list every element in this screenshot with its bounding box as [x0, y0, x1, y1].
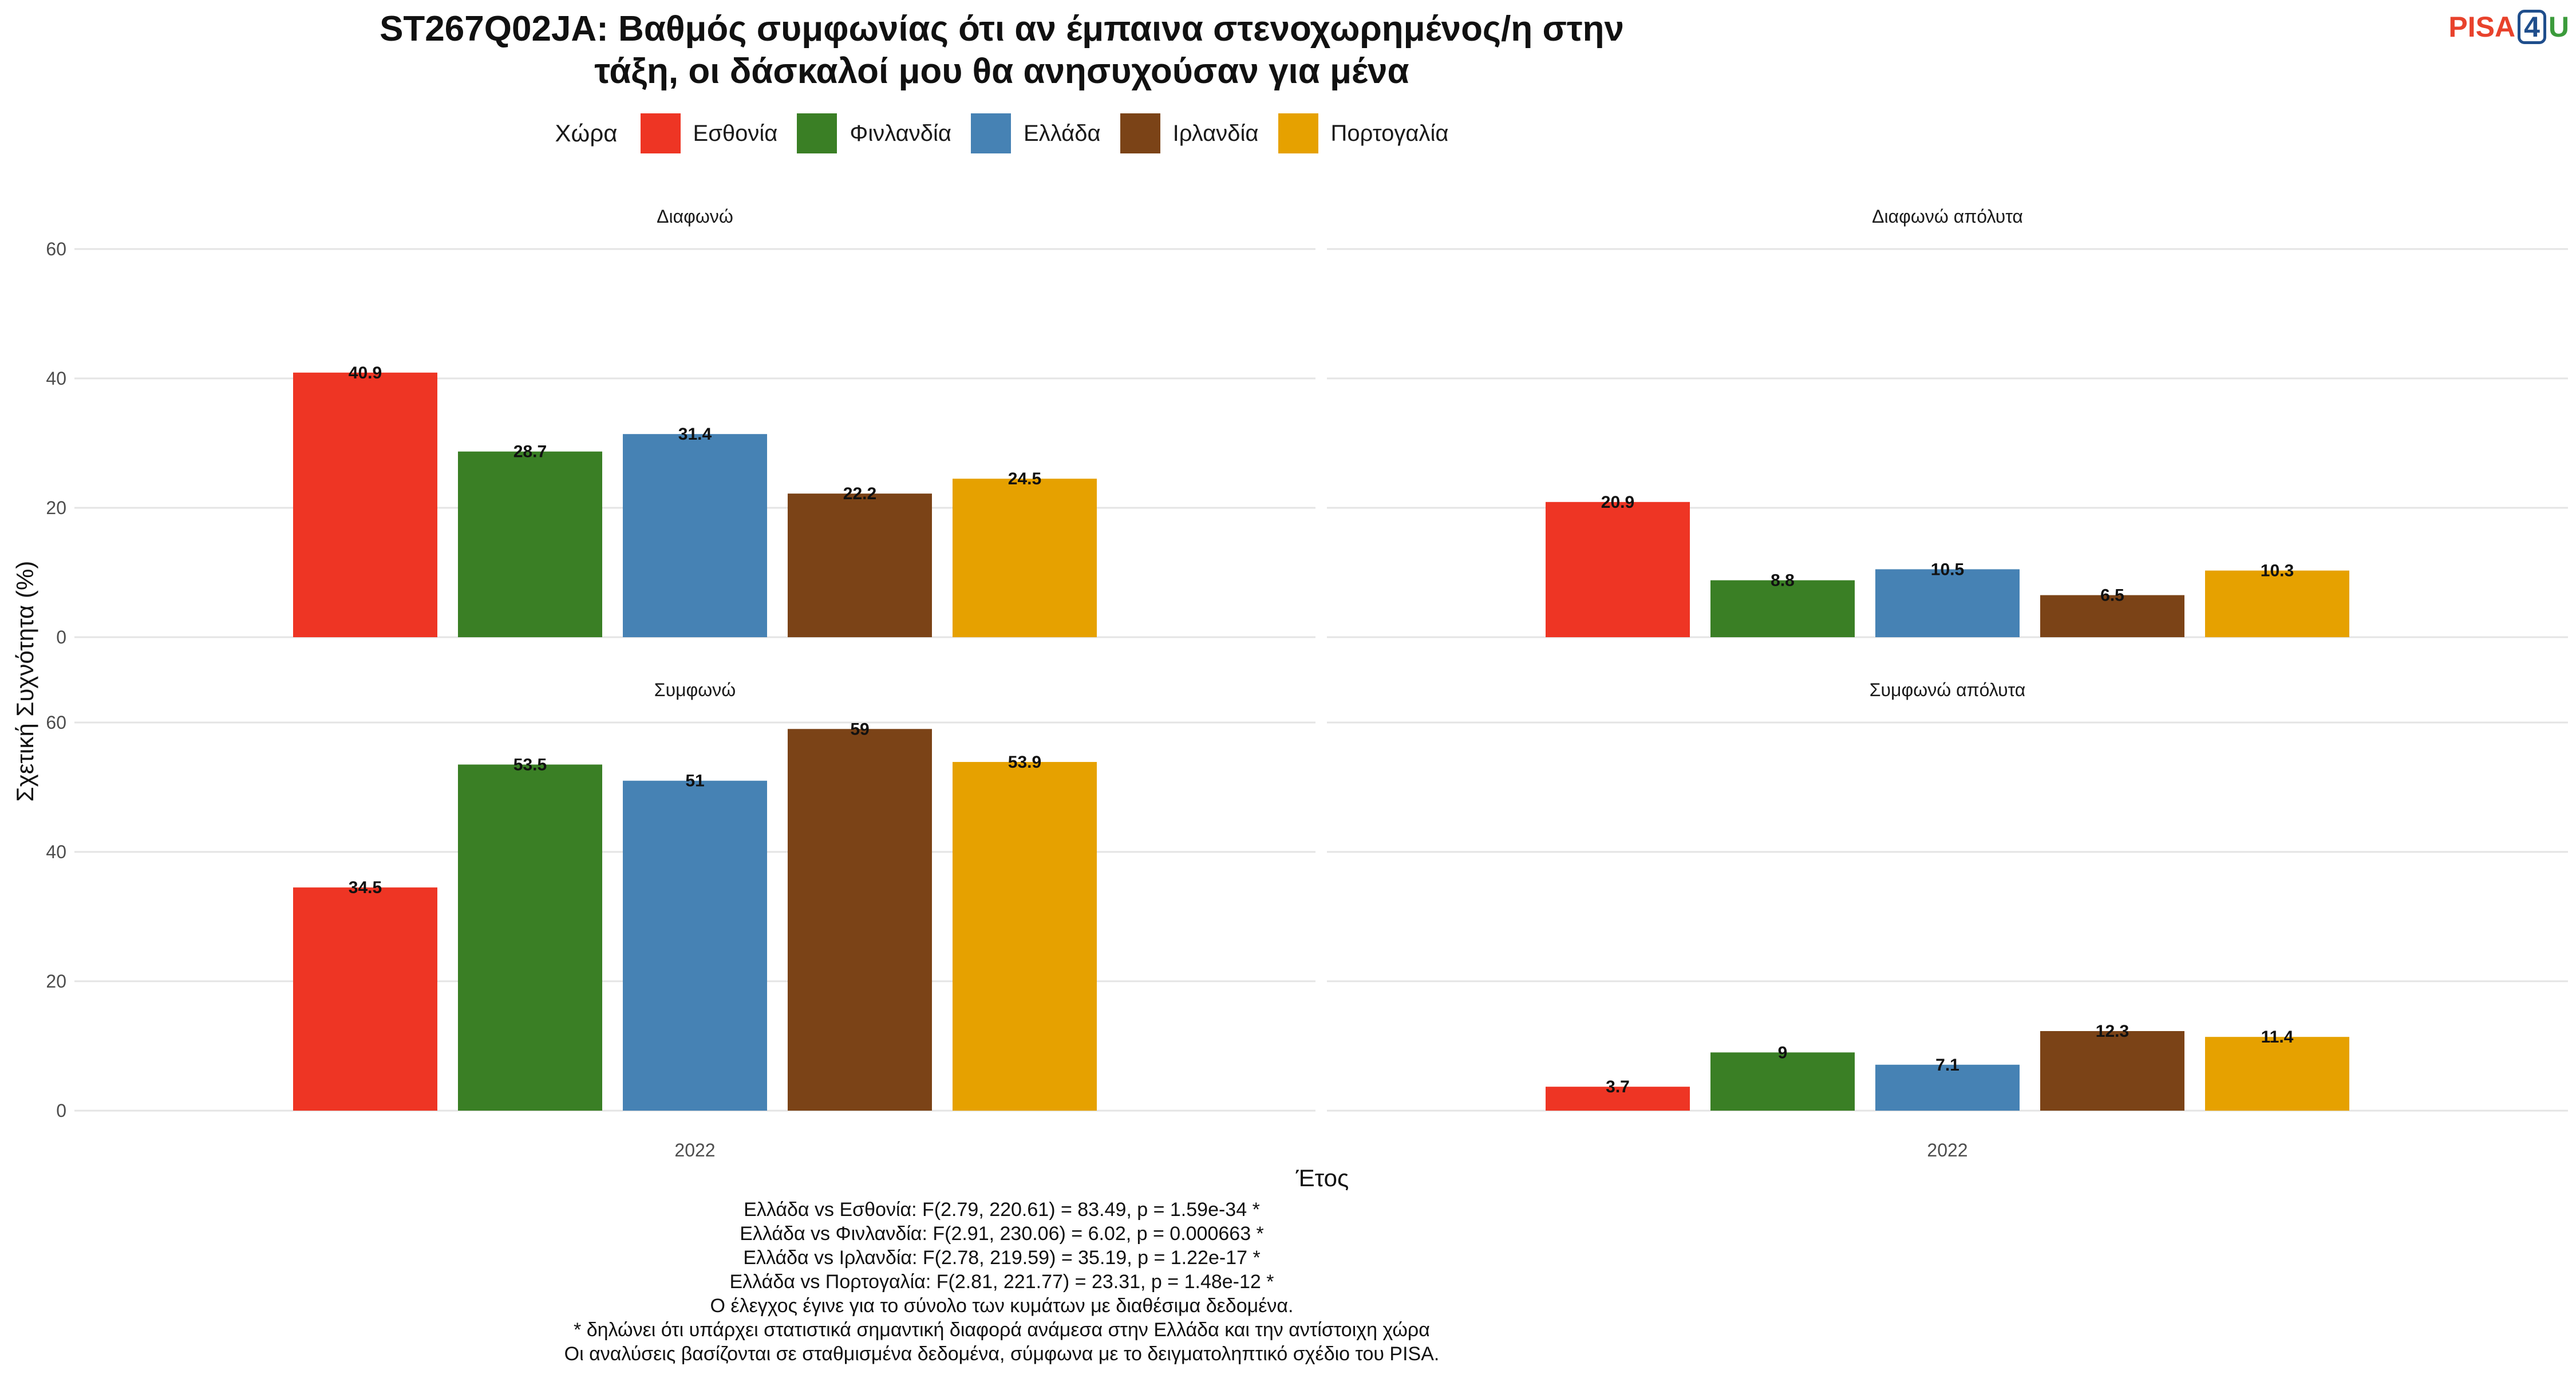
data-label-symfono-5: 53.9 — [1008, 753, 1041, 772]
y-tick-label: 0 — [56, 1100, 66, 1121]
data-label-symfono-apolyta-3: 7.1 — [1935, 1056, 1959, 1075]
legend-swatch-estonia — [640, 113, 681, 153]
logo-four-badge: 4 — [2518, 10, 2546, 44]
panel-diafono-apolyta: Διαφωνώ απόλυτα 20.9 8.8 10.5 6.5 10.3 — [1327, 206, 2568, 638]
legend-item-finland: Φινλανδία — [797, 113, 951, 153]
bar-diafono-5 — [953, 479, 1097, 637]
chart-legend: Χώρα Εσθονία Φινλανδία Ελλάδα Ιρλανδία Π… — [0, 113, 2004, 153]
legend-swatch-finland — [797, 113, 837, 153]
legend-title: Χώρα — [555, 120, 618, 147]
bar-diafono-3 — [623, 434, 767, 637]
data-label-diafono-apolyta-5: 10.3 — [2261, 562, 2294, 581]
bar-diafono-4 — [788, 493, 932, 637]
bar-diafono-apolyta-1 — [1546, 502, 1690, 637]
y-tick-label: 40 — [46, 842, 66, 862]
data-label-symfono-apolyta-4: 12.3 — [2096, 1022, 2129, 1041]
y-tick-label: 60 — [46, 712, 66, 733]
y-tick-label: 40 — [46, 368, 66, 389]
data-label-diafono-apolyta-1: 20.9 — [1601, 493, 1634, 512]
legend-item-greece: Ελλάδα — [971, 113, 1101, 153]
data-label-symfono-apolyta-2: 9 — [1778, 1043, 1788, 1062]
bar-symfono-apolyta-1 — [1546, 1087, 1690, 1111]
panel-symfono-apolyta: Συμφωνώ απόλυτα 3.7 9 7.1 12.3 11.4 2022 — [1327, 680, 2568, 1160]
logo-u-text: U — [2548, 11, 2569, 43]
data-label-diafono-4: 22.2 — [843, 484, 876, 503]
bar-diafono-2 — [458, 451, 602, 637]
caption-line-1: Ελλάδα vs Εσθονία: F(2.79, 220.61) = 83.… — [744, 1199, 1260, 1221]
caption-line-4: Ελλάδα vs Πορτογαλία: F(2.81, 221.77) = … — [729, 1271, 1274, 1293]
panel-title-diafono-apolyta: Διαφωνώ απόλυτα — [1872, 206, 2023, 227]
x-axis-label: Έτος — [1295, 1164, 1349, 1191]
y-tick-label: 0 — [56, 627, 66, 647]
bar-diafono-apolyta-4 — [2040, 595, 2184, 637]
x-tick-label: 2022 — [1927, 1140, 1967, 1160]
caption-line-5: Ο έλεγχος έγινε για το σύνολο των κυμάτω… — [710, 1295, 1294, 1317]
pisa4u-logo: PISA 4 U — [2448, 7, 2569, 47]
legend-label-finland: Φινλανδία — [850, 120, 952, 146]
x-tick-label: 2022 — [674, 1140, 715, 1160]
panel-symfono: Συμφωνώ 0 20 40 60 34.5 53.5 51 59 53.9 2022 — [46, 680, 1315, 1160]
bar-diafono-apolyta-3 — [1875, 569, 2020, 637]
panel-title-diafono: Διαφωνώ — [657, 206, 733, 227]
data-label-diafono-apolyta-2: 8.8 — [1771, 571, 1795, 590]
data-label-diafono-apolyta-3: 10.5 — [1931, 560, 1964, 579]
legend-swatch-ireland — [1120, 113, 1160, 153]
chart-title-line-2: τάξη, οι δάσκαλοί μου θα ανησυχούσαν για… — [594, 52, 1409, 91]
legend-item-estonia: Εσθονία — [640, 113, 778, 153]
data-label-diafono-2: 28.7 — [513, 443, 547, 461]
legend-label-estonia: Εσθονία — [693, 120, 778, 146]
data-label-symfono-4: 59 — [850, 720, 869, 739]
bar-symfono-3 — [623, 780, 767, 1111]
bar-diafono-apolyta-2 — [1710, 580, 1855, 637]
bar-symfono-2 — [458, 764, 602, 1111]
data-label-diafono-apolyta-4: 6.5 — [2100, 586, 2124, 605]
panel-diafono: Διαφωνώ 0 20 40 60 40.9 28.7 31.4 22.2 24.5 — [46, 206, 1315, 647]
legend-label-greece: Ελλάδα — [1024, 120, 1101, 146]
legend-label-portugal: Πορτογαλία — [1330, 120, 1449, 146]
y-tick-label: 60 — [46, 239, 66, 259]
bar-symfono-apolyta-5 — [2205, 1037, 2349, 1111]
bar-symfono-5 — [953, 761, 1097, 1111]
y-tick-label: 20 — [46, 498, 66, 518]
y-axis-label: Σχετική Συχνότητα (%) — [11, 561, 38, 802]
bar-symfono-apolyta-4 — [2040, 1031, 2184, 1111]
data-label-symfono-2: 53.5 — [513, 755, 547, 774]
legend-swatch-portugal — [1278, 113, 1318, 153]
y-tick-label: 20 — [46, 971, 66, 992]
data-label-symfono-3: 51 — [685, 772, 704, 791]
chart-panels: Διαφωνώ020406040.928.731.422.224.5Διαφων… — [46, 206, 2568, 1160]
panel-title-symfono-apolyta: Συμφωνώ απόλυτα — [1870, 680, 2026, 700]
legend-item-ireland: Ιρλανδία — [1120, 113, 1259, 153]
caption-line-7: Οι αναλύσεις βασίζονται σε σταθμισμένα δ… — [564, 1343, 1440, 1365]
bar-symfono-4 — [788, 729, 932, 1111]
bar-symfono-apolyta-3 — [1875, 1064, 2020, 1111]
data-label-diafono-5: 24.5 — [1008, 469, 1041, 488]
chart-title-line-1: ST267Q02JA: Βαθμός συμφωνίας ότι αν έμπα… — [380, 9, 1624, 49]
caption-line-3: Ελλάδα vs Ιρλανδία: F(2.78, 219.59) = 35… — [743, 1247, 1261, 1269]
chart-caption: Ελλάδα vs Εσθονία: F(2.79, 220.61) = 83.… — [0, 1198, 2004, 1366]
data-label-diafono-1: 40.9 — [349, 364, 382, 382]
panel-title-symfono: Συμφωνώ — [654, 680, 736, 700]
bar-diafono-1 — [293, 372, 437, 637]
logo-pisa-text: PISA — [2448, 11, 2516, 43]
caption-line-2: Ελλάδα vs Φινλανδία: F(2.91, 230.06) = 6… — [740, 1223, 1264, 1245]
caption-line-6: * δηλώνει ότι υπάρχει στατιστικά σημαντι… — [574, 1319, 1430, 1341]
data-label-symfono-apolyta-5: 11.4 — [2261, 1028, 2294, 1047]
legend-item-portugal: Πορτογαλία — [1278, 113, 1449, 153]
data-label-diafono-3: 31.4 — [678, 425, 712, 444]
data-label-symfono-apolyta-1: 3.7 — [1606, 1077, 1630, 1096]
legend-swatch-greece — [971, 113, 1012, 153]
bar-diafono-apolyta-5 — [2205, 570, 2349, 637]
legend-label-ireland: Ιρλανδία — [1172, 120, 1259, 146]
data-label-symfono-1: 34.5 — [349, 878, 382, 897]
chart-title: ST267Q02JA: Βαθμός συμφωνίας ότι αν έμπα… — [0, 8, 2004, 93]
bar-symfono-1 — [293, 887, 437, 1111]
bar-symfono-apolyta-2 — [1710, 1052, 1855, 1111]
